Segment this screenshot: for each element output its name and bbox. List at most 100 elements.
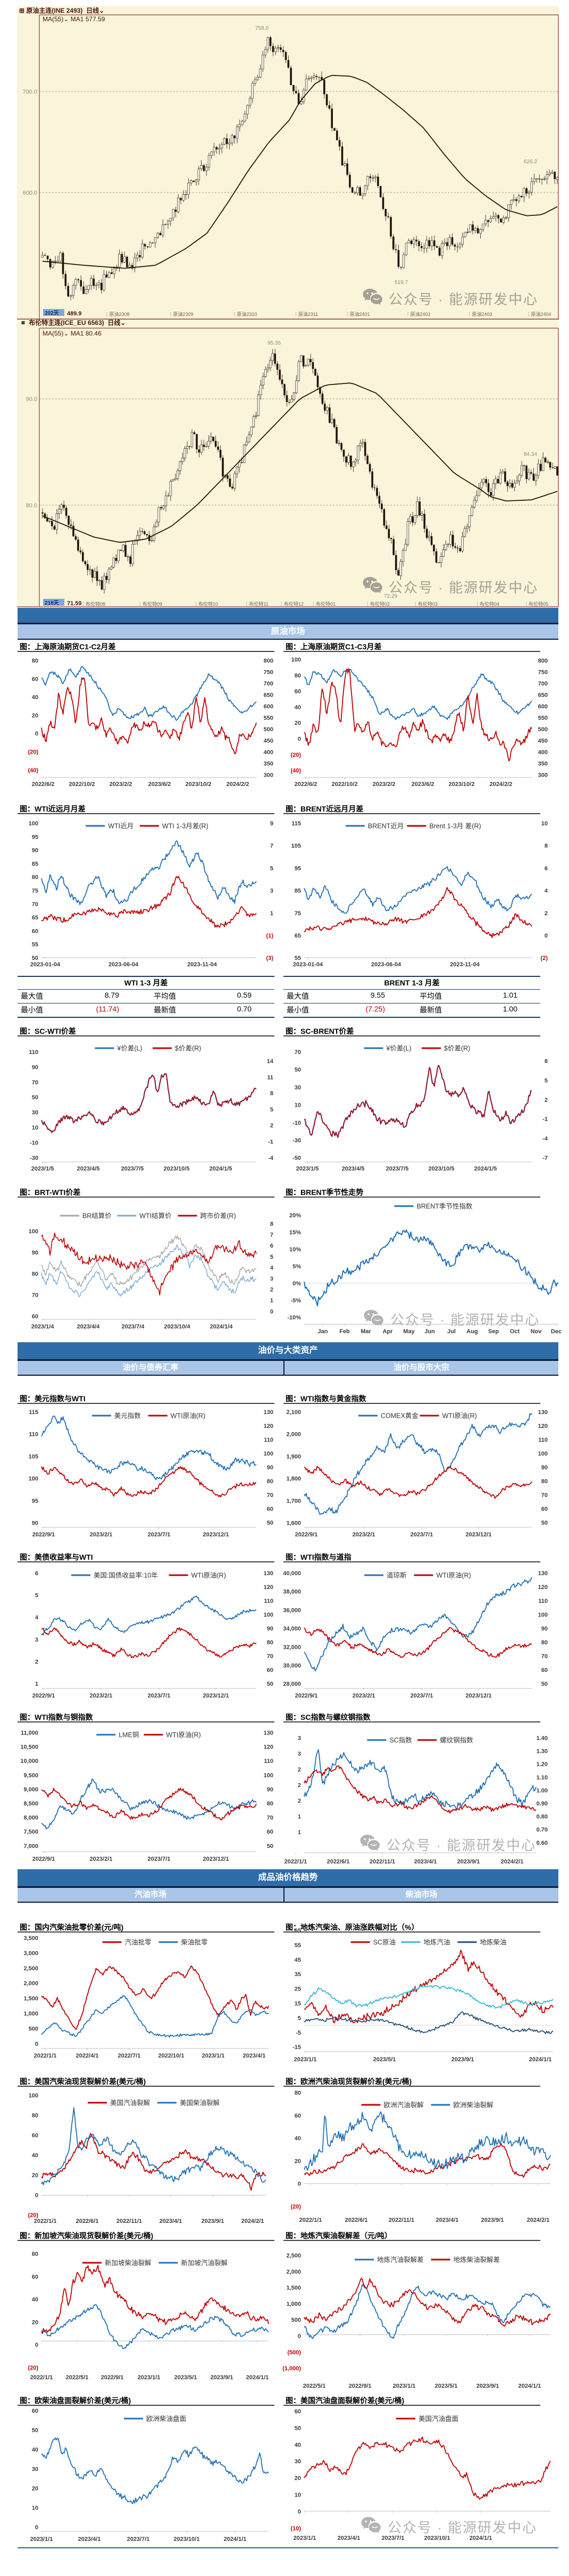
svg-text:2024/2/2: 2024/2/2 [227, 781, 249, 788]
svg-text:2,500: 2,500 [23, 1966, 38, 1972]
svg-text:1.40: 1.40 [537, 1735, 548, 1742]
svg-text:(20): (20) [28, 2212, 38, 2219]
svg-text:(1): (1) [266, 933, 274, 939]
svg-text:2023/4/1: 2023/4/1 [78, 2536, 101, 2542]
svg-text:2023/5/1: 2023/5/1 [373, 2056, 396, 2063]
svg-text:2022/11/1: 2022/11/1 [389, 2217, 414, 2223]
svg-text:2022/9/1: 2022/9/1 [349, 2383, 372, 2389]
svg-text:-1: -1 [268, 1139, 273, 1145]
svg-text:︙布伦特05: ︙布伦特05 [524, 601, 548, 607]
svg-text:70: 70 [541, 1492, 548, 1499]
svg-text:WTI原油(R): WTI原油(R) [171, 1412, 205, 1420]
svg-text:︙原油2402: ︙原油2402 [405, 311, 430, 317]
svg-text:8: 8 [270, 1091, 273, 1097]
svg-text:10%: 10% [289, 1247, 301, 1253]
svg-text:3: 3 [298, 1735, 301, 1742]
svg-text:8,000: 8,000 [23, 1815, 38, 1821]
svg-text:400: 400 [538, 749, 548, 756]
svg-text:4: 4 [270, 1265, 274, 1271]
svg-text:2024/1/5: 2024/1/5 [474, 1166, 497, 1172]
svg-text:1.30: 1.30 [537, 1749, 548, 1755]
svg-text:20: 20 [295, 720, 301, 726]
svg-text:2023/7/5: 2023/7/5 [121, 1166, 144, 1172]
svg-text:(3): (3) [266, 955, 274, 961]
svg-text:2023/2/2: 2023/2/2 [110, 781, 132, 788]
svg-text:2023/4/1: 2023/4/1 [338, 2535, 361, 2541]
svg-text:2024/2/1: 2024/2/1 [501, 1859, 524, 1865]
svg-text:2023/7/1: 2023/7/1 [148, 1532, 171, 1538]
svg-text:柴油批零: 柴油批零 [181, 1938, 208, 1946]
svg-text:10,000: 10,000 [20, 1758, 38, 1764]
svg-text:2: 2 [298, 1783, 301, 1789]
svg-text:40: 40 [32, 695, 38, 701]
svg-text:2023/2/2: 2023/2/2 [373, 781, 396, 788]
svg-text:2023/7/1: 2023/7/1 [148, 1856, 171, 1862]
svg-text:1: 1 [298, 1814, 301, 1820]
svg-text:11: 11 [267, 1074, 273, 1081]
svg-text:20: 20 [32, 713, 38, 719]
svg-text:5: 5 [35, 1593, 38, 1599]
svg-text:2023/1/4: 2023/1/4 [31, 1324, 55, 1330]
svg-text:120: 120 [264, 1423, 273, 1429]
svg-text:70: 70 [267, 1492, 273, 1499]
svg-text:-50: -50 [292, 1155, 301, 1161]
svg-text:2022/10/2: 2022/10/2 [332, 781, 358, 788]
svg-text:50: 50 [541, 1520, 548, 1526]
svg-text:3: 3 [270, 888, 273, 894]
svg-text:2023/12/1: 2023/12/1 [203, 1693, 229, 1699]
svg-text:2,100: 2,100 [286, 1409, 301, 1416]
svg-text:2022/9/1: 2022/9/1 [295, 1693, 318, 1699]
svg-text:2022/9/1: 2022/9/1 [295, 1532, 318, 1538]
svg-text:8: 8 [545, 1058, 548, 1065]
svg-text:道琼斯: 道琼斯 [387, 1571, 407, 1579]
svg-text:65: 65 [295, 933, 301, 939]
svg-text:450: 450 [538, 738, 548, 745]
svg-text:(20): (20) [28, 2365, 38, 2371]
svg-text:2023/2/1: 2023/2/1 [90, 1856, 113, 1862]
svg-text:-5%: -5% [290, 1298, 301, 1304]
svg-text:SC原油: SC原油 [373, 1939, 396, 1946]
svg-text:70: 70 [32, 901, 38, 908]
svg-text:500: 500 [538, 726, 548, 733]
svg-text:2023-11-04: 2023-11-04 [450, 961, 480, 968]
svg-text:2023/1/1: 2023/1/1 [30, 2536, 53, 2542]
svg-text:5: 5 [270, 1107, 273, 1113]
svg-text:700: 700 [264, 681, 273, 687]
svg-text:90: 90 [32, 848, 38, 854]
svg-text:80: 80 [267, 1478, 273, 1485]
svg-text:50: 50 [32, 2428, 38, 2434]
svg-text:60: 60 [267, 1506, 273, 1512]
svg-text:2023/1/1: 2023/1/1 [294, 2056, 317, 2063]
svg-text:1.20: 1.20 [537, 1761, 548, 1768]
svg-text:550: 550 [538, 715, 548, 722]
svg-text:1.00: 1.00 [537, 1787, 548, 1794]
svg-text:110: 110 [264, 1437, 273, 1443]
svg-text:2022/1/1: 2022/1/1 [34, 2053, 57, 2059]
svg-text:6: 6 [545, 865, 548, 872]
svg-text:︙原油2311: ︙原油2311 [294, 311, 318, 317]
svg-text:2022/5/1: 2022/5/1 [66, 2374, 89, 2381]
svg-text:80: 80 [267, 1640, 273, 1646]
svg-text:350: 350 [264, 761, 273, 767]
svg-text:2022/1/1: 2022/1/1 [34, 2218, 57, 2224]
svg-text:110: 110 [29, 1432, 38, 1438]
svg-text:90: 90 [541, 1465, 548, 1471]
svg-text:90: 90 [267, 1626, 273, 1632]
svg-text:9,500: 9,500 [23, 1772, 38, 1779]
svg-text:Sep: Sep [488, 1328, 499, 1335]
svg-text:85: 85 [32, 861, 38, 867]
svg-text:-30: -30 [292, 1138, 301, 1144]
svg-text:2023/9/1: 2023/9/1 [211, 2374, 233, 2381]
svg-text:0: 0 [545, 933, 548, 939]
svg-text:Apr: Apr [383, 1328, 394, 1335]
svg-text:0.80: 0.80 [537, 1814, 548, 1820]
svg-text:2023-11-04: 2023-11-04 [187, 961, 217, 968]
svg-text:2022/6/2: 2022/6/2 [32, 781, 55, 788]
svg-text:2: 2 [270, 1123, 273, 1129]
svg-text:Brent 1-3月 差(R): Brent 1-3月 差(R) [429, 823, 481, 830]
svg-text:38,000: 38,000 [283, 1589, 301, 1595]
svg-text:2023/12/1: 2023/12/1 [203, 1856, 229, 1862]
svg-text:110: 110 [538, 1598, 548, 1604]
svg-text:2023/7/5: 2023/7/5 [386, 1166, 409, 1172]
svg-text:30: 30 [32, 2466, 38, 2473]
